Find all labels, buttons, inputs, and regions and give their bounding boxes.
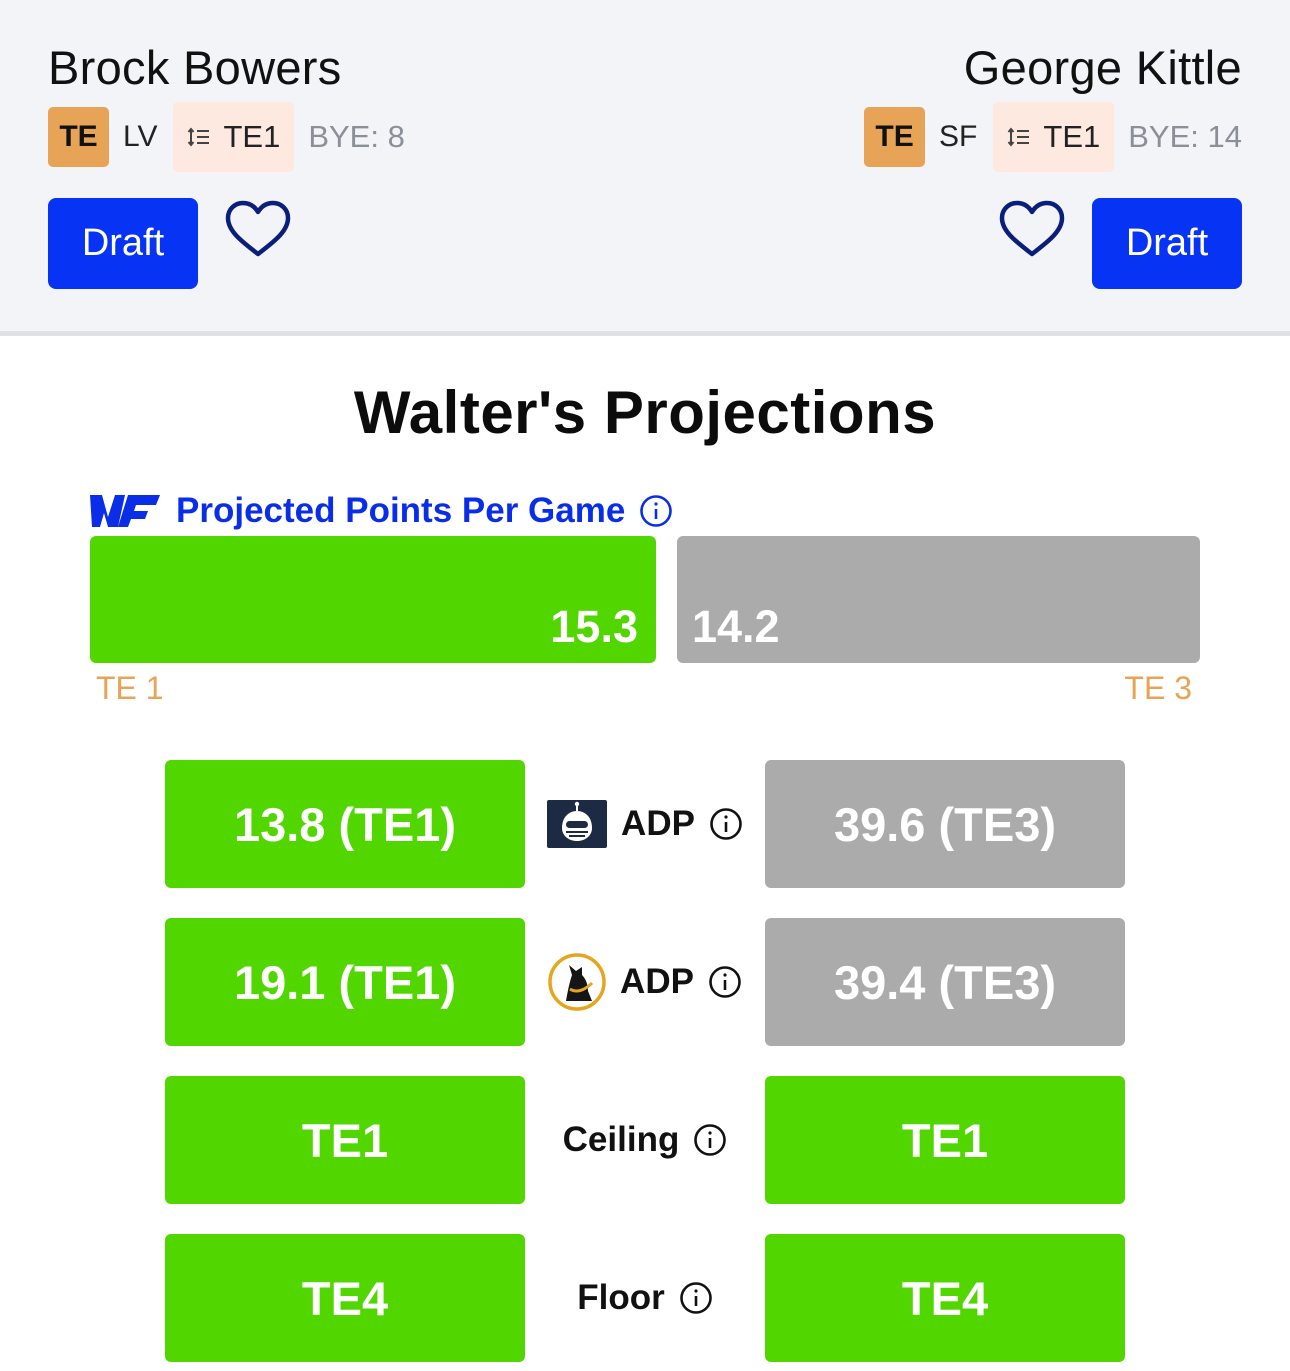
ppg-bar-left: 15.3 <box>90 536 656 663</box>
favorite-heart-icon[interactable] <box>998 200 1066 260</box>
draft-button[interactable]: Draft <box>1092 198 1242 289</box>
favorite-heart-icon[interactable] <box>224 200 292 260</box>
right-value-cell: 39.4 (TE3) <box>765 918 1125 1046</box>
ppg-rank-left: TE 1 <box>96 670 164 706</box>
player-name[interactable]: George Kittle <box>963 41 1242 94</box>
comparison-row-adp-2: 19.1 (TE1) ADP 39.4 (TE3) <box>165 918 1125 1046</box>
rank-badge: TE1 <box>173 102 295 172</box>
right-value-cell: TE4 <box>765 1234 1125 1362</box>
row-label: Floor <box>525 1234 765 1362</box>
player-card-right: George Kittle TE SF TE1 BYE: 14 Draft <box>864 40 1242 289</box>
rank-label: TE1 <box>223 119 281 154</box>
row-label-text: Ceiling <box>562 1120 680 1159</box>
sort-list-icon <box>188 127 210 147</box>
left-value-cell: 13.8 (TE1) <box>165 760 525 888</box>
row-label: Ceiling <box>525 1076 765 1204</box>
player-actions: Draft <box>48 198 405 289</box>
right-value-cell: TE1 <box>765 1076 1125 1204</box>
left-value-cell: TE4 <box>165 1234 525 1362</box>
team-abbrev: SF <box>939 120 978 153</box>
row-label-text: ADP <box>621 804 695 843</box>
right-value-cell: 39.6 (TE3) <box>765 760 1125 888</box>
draft-button[interactable]: Draft <box>48 198 198 289</box>
projected-ppg-label: Projected Points Per Game <box>90 488 673 534</box>
team-abbrev: LV <box>123 120 158 153</box>
info-icon[interactable] <box>639 494 673 528</box>
ppg-value: 15.3 <box>550 601 638 652</box>
left-value-cell: 19.1 (TE1) <box>165 918 525 1046</box>
comparison-row-adp: 13.8 (TE1) ADP 39.6 (TE3) <box>165 760 1125 888</box>
info-icon[interactable] <box>693 1123 727 1157</box>
ppg-bar-right: 14.2 <box>677 536 1200 663</box>
ppg-value: 14.2 <box>692 601 780 652</box>
player-meta: TE SF TE1 BYE: 14 <box>864 102 1242 172</box>
player-meta: TE LV TE1 BYE: 8 <box>48 102 405 172</box>
left-value-cell: TE1 <box>165 1076 525 1204</box>
bye-week: BYE: 8 <box>308 119 405 154</box>
ppg-title: Projected Points Per Game <box>176 491 626 530</box>
bye-week: BYE: 14 <box>1128 119 1242 154</box>
row-label-text: ADP <box>620 962 694 1001</box>
row-label: ADP <box>525 918 765 1046</box>
player-actions: Draft <box>864 198 1242 289</box>
position-badge: TE <box>48 107 109 167</box>
cat-logo-icon <box>548 953 606 1011</box>
row-label: ADP <box>525 760 765 888</box>
info-icon[interactable] <box>679 1281 713 1315</box>
walterpicks-logo-icon <box>90 495 160 527</box>
section-title: Walter's Projections <box>353 379 937 446</box>
comparison-row-floor: TE4 Floor TE4 <box>165 1234 1125 1362</box>
position-badge: TE <box>864 107 926 167</box>
rank-label: TE1 <box>1043 119 1101 154</box>
ppg-rank-right: TE 3 <box>1124 670 1192 706</box>
row-label-text: Floor <box>577 1278 665 1317</box>
player-card-left: Brock Bowers TE LV TE1 BYE: 8 Draft <box>48 40 405 289</box>
player-comparison-header: Brock Bowers TE LV TE1 BYE: 8 Draft Geor… <box>0 0 1290 336</box>
rank-badge: TE1 <box>993 102 1115 172</box>
robot-helmet-logo-icon <box>547 800 608 848</box>
info-icon[interactable] <box>708 965 742 999</box>
player-name[interactable]: Brock Bowers <box>48 41 342 94</box>
info-icon[interactable] <box>709 807 743 841</box>
sort-list-icon <box>1008 127 1030 147</box>
comparison-row-ceiling: TE1 Ceiling TE1 <box>165 1076 1125 1204</box>
